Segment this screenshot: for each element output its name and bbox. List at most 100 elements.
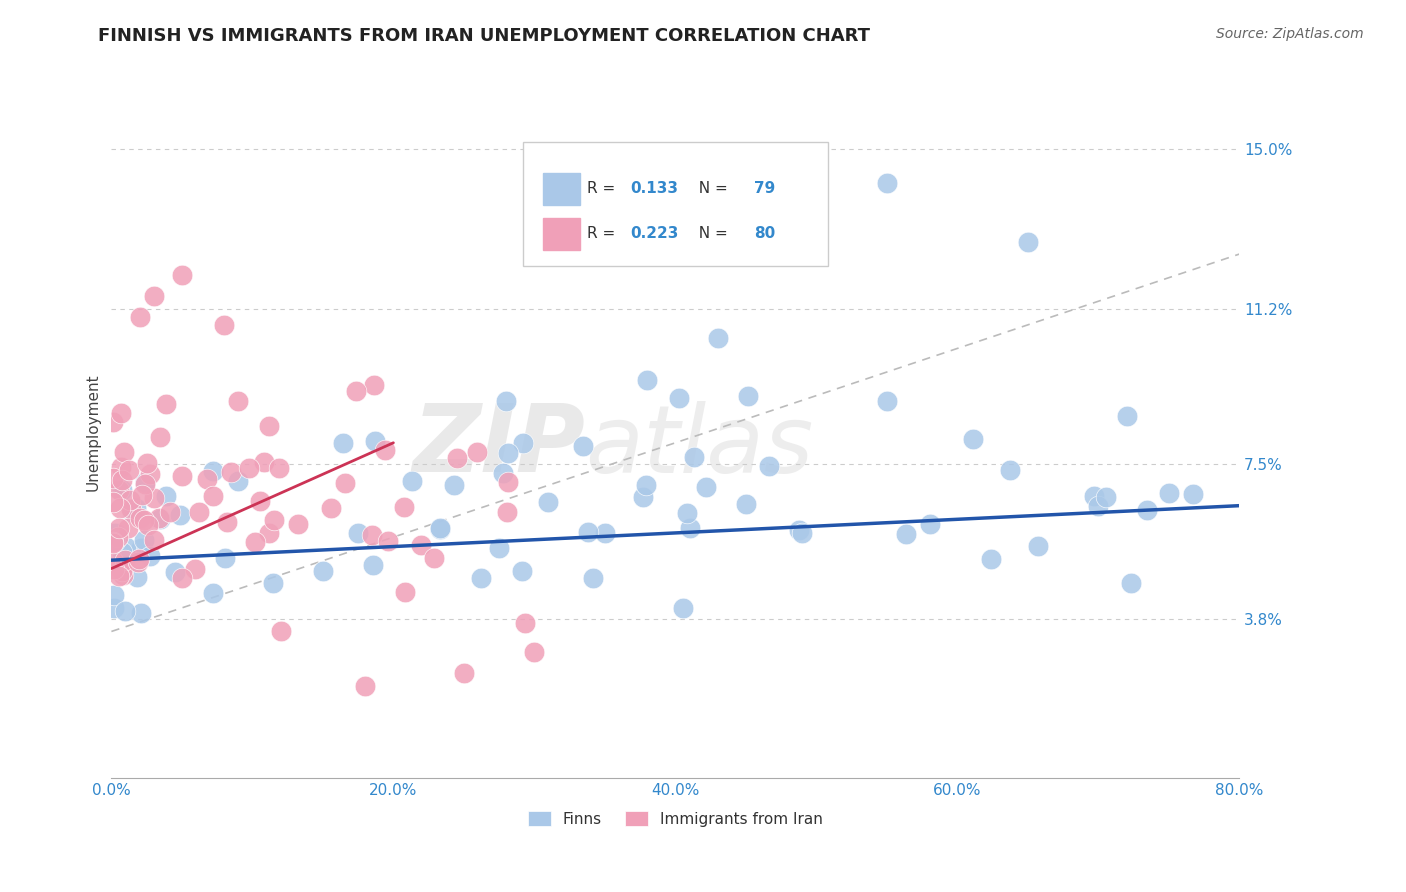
Point [111,564,134,578]
Point [446,450,468,465]
Point [108,568,131,582]
Point [132,513,155,527]
Point [523,645,546,659]
Y-axis label: Unemployment: Unemployment [86,374,100,491]
Point [679,521,702,535]
Point [110,405,132,419]
Text: R =: R = [588,181,620,196]
Point [172,469,194,483]
Point [129,606,152,620]
Point [155,489,177,503]
Point [201,489,224,503]
Point [108,500,131,515]
Text: FINNISH VS IMMIGRANTS FROM IRAN UNEMPLOYMENT CORRELATION CHART: FINNISH VS IMMIGRANTS FROM IRAN UNEMPLOY… [98,27,870,45]
Point [103,495,125,509]
Point [226,474,249,488]
Point [114,541,136,555]
Point [634,478,657,492]
Point [257,526,280,541]
Point [876,176,898,190]
Point [134,533,156,548]
Point [104,525,127,540]
Point [202,586,225,600]
Point [127,555,149,569]
Point [103,562,125,576]
Point [374,443,396,458]
Point [495,393,517,408]
Point [110,460,132,475]
Point [184,562,207,576]
Point [1017,235,1039,249]
Point [576,525,599,540]
Point [394,584,416,599]
Point [257,419,280,434]
Point [101,554,124,568]
FancyBboxPatch shape [523,142,828,266]
Point [312,564,335,578]
Point [332,435,354,450]
Point [998,463,1021,477]
Point [423,551,446,566]
Point [170,268,193,282]
Point [111,473,134,487]
Point [219,466,242,480]
Point [790,525,813,540]
Point [111,545,134,559]
Text: Source: ZipAtlas.com: Source: ZipAtlas.com [1216,27,1364,41]
Point [706,331,728,345]
Point [492,467,515,481]
Point [226,393,249,408]
Point [117,521,139,535]
Point [401,475,423,489]
Point [361,558,384,572]
Point [582,571,605,585]
Point [103,533,125,548]
Point [496,505,519,519]
Point [1026,540,1049,554]
Point [112,444,135,458]
Point [165,565,187,579]
Point [215,516,238,530]
Point [101,471,124,485]
Point [238,460,260,475]
Point [980,552,1002,566]
Point [188,505,211,519]
Point [108,521,131,535]
Point [361,528,384,542]
Point [134,476,156,491]
Point [496,446,519,460]
Point [443,477,465,491]
Point [112,568,135,582]
Point [129,511,152,525]
Point [364,434,387,449]
Point [429,522,451,536]
Point [1116,409,1139,423]
Point [595,526,617,541]
Point [134,475,156,490]
Point [496,475,519,489]
Point [148,512,170,526]
Point [139,467,162,481]
Point [142,491,165,506]
Point [672,600,695,615]
Point [121,502,143,516]
Point [139,549,162,564]
Point [631,491,654,505]
Point [737,389,759,403]
Point [896,527,918,541]
Point [136,517,159,532]
Point [429,521,451,535]
Point [253,455,276,469]
Text: 80: 80 [755,226,776,241]
Point [170,571,193,585]
Point [103,601,125,615]
Point [695,480,717,494]
Point [125,501,148,516]
Point [787,523,810,537]
Point [488,541,510,555]
Point [269,461,291,475]
Point [118,492,141,507]
Point [149,430,172,444]
Point [101,535,124,549]
Point [287,517,309,532]
